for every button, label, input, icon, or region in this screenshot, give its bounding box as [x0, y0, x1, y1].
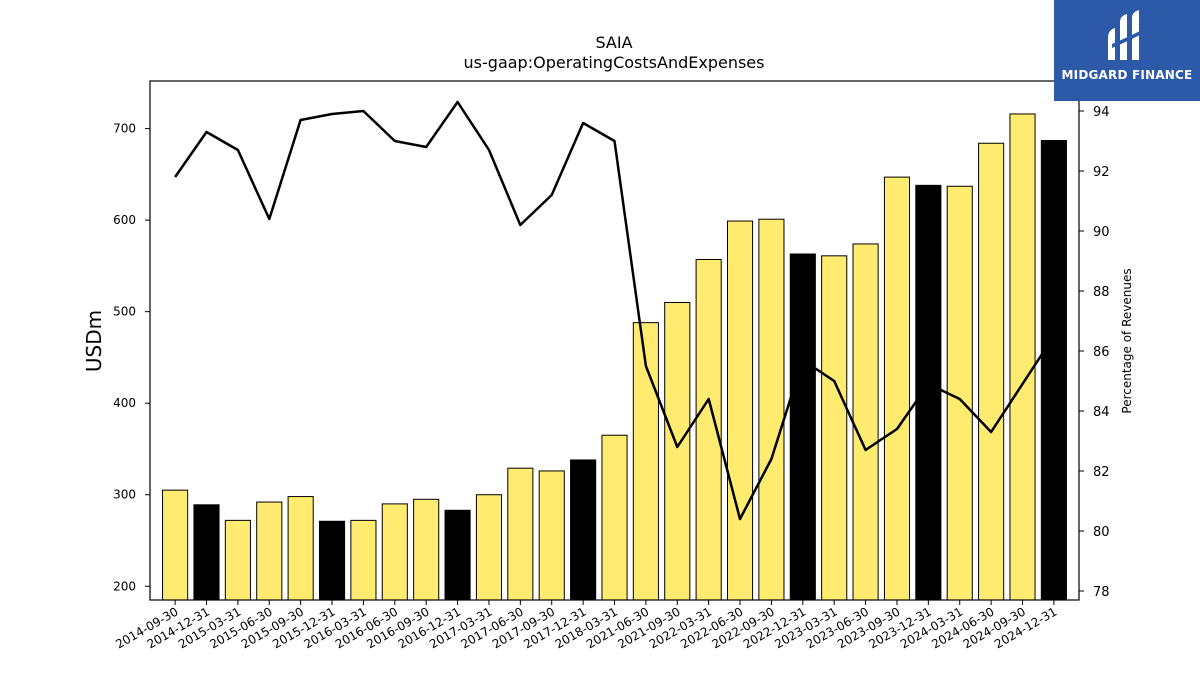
bar-2017-06-30 [507, 467, 534, 601]
bar-2021-09-30 [664, 302, 691, 601]
y2-tick-label: 88 [1093, 285, 1110, 300]
y2-tick-label: 94 [1093, 105, 1110, 120]
bar-2022-12-31 [789, 253, 816, 601]
y-tick-label: 600 [113, 213, 136, 227]
bar-2022-09-30 [758, 218, 785, 601]
bars-group [162, 113, 1067, 601]
bar-2017-09-30 [538, 470, 565, 601]
bar-2022-06-30 [726, 220, 754, 601]
y-tick-label: 200 [113, 579, 136, 593]
bar-2024-06-30 [978, 142, 1005, 601]
y2-tick-label: 80 [1093, 525, 1110, 540]
bar-2018-03-31 [601, 434, 628, 601]
bar-2016-06-30 [381, 503, 408, 601]
bar-2014-09-30 [162, 489, 189, 601]
bar-2015-09-30 [287, 496, 314, 601]
brand-logo: MIDGARD FINANCE [1054, 0, 1200, 101]
bar-2017-03-31 [475, 494, 503, 601]
y2-tick-label: 84 [1093, 405, 1110, 420]
y2-tick-label: 90 [1093, 225, 1110, 240]
bar-2024-03-31 [946, 185, 973, 601]
bar-2016-09-30 [413, 498, 440, 601]
bar-2023-03-31 [821, 255, 848, 601]
chart-title: SAIA [595, 33, 632, 52]
y2-axis-label: Percentage of Revenues [1120, 268, 1134, 413]
bar-2015-06-30 [256, 501, 283, 601]
bar-2023-06-30 [852, 243, 879, 601]
brand-name: MIDGARD FINANCE [1061, 68, 1193, 82]
percentage-line [174, 100, 1055, 521]
y-tick-label: 400 [113, 396, 136, 410]
y-axis-label: USDm [82, 310, 106, 372]
y-tick-label: 500 [113, 305, 136, 319]
bar-2017-12-31 [570, 459, 597, 601]
midgard-logo-icon [1108, 10, 1142, 60]
line-group [174, 100, 1055, 521]
bar-2024-12-31 [1040, 139, 1067, 601]
bar-2014-12-31 [193, 504, 220, 601]
y2-tick-label: 82 [1093, 465, 1110, 480]
bar-2023-09-30 [883, 176, 911, 601]
bar-2016-03-31 [350, 519, 377, 601]
y2-tick-label: 92 [1093, 165, 1110, 180]
bar-2023-12-31 [915, 184, 942, 601]
chart-subtitle: us-gaap:OperatingCostsAndExpenses [464, 53, 765, 72]
bar-2016-12-31 [444, 509, 471, 601]
y-tick-label: 700 [113, 122, 136, 136]
y2-tick-label: 86 [1093, 345, 1110, 360]
y-tick-label: 300 [113, 488, 136, 502]
bar-2024-09-30 [1009, 113, 1036, 601]
bar-2015-03-31 [224, 519, 251, 601]
y2-tick-label: 78 [1093, 585, 1110, 600]
bar-2015-12-31 [318, 520, 346, 601]
